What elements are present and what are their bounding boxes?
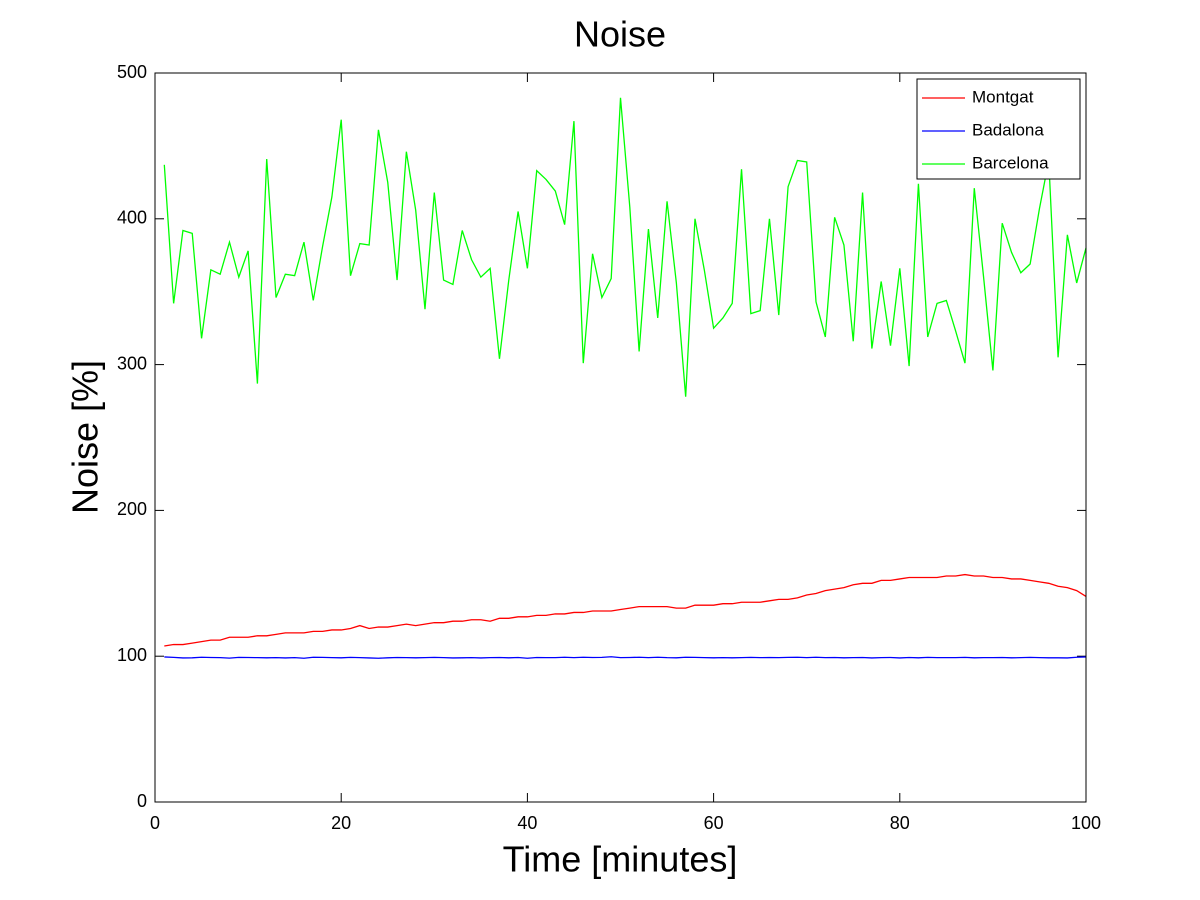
chart-title: Noise xyxy=(574,14,666,55)
y-tick-label: 0 xyxy=(137,791,147,811)
x-tick-label: 60 xyxy=(704,813,724,833)
x-tick-label: 40 xyxy=(517,813,537,833)
series-line xyxy=(164,656,1087,659)
legend-label: Barcelona xyxy=(972,153,1049,172)
x-tick-label: 100 xyxy=(1071,813,1101,833)
legend-label: Badalona xyxy=(972,120,1044,139)
x-tick-label: 20 xyxy=(331,813,351,833)
y-tick-label: 500 xyxy=(117,62,147,82)
x-axis-label: Time [minutes] xyxy=(503,839,738,880)
y-tick-label: 200 xyxy=(117,499,147,519)
x-tick-label: 0 xyxy=(150,813,160,833)
x-tick-label: 80 xyxy=(890,813,910,833)
legend-label: Montgat xyxy=(972,87,1034,106)
series-line xyxy=(163,97,1087,397)
y-tick-label: 400 xyxy=(117,208,147,228)
y-tick-label: 300 xyxy=(117,353,147,373)
plot-frame xyxy=(154,72,1087,803)
y-axis-label: Noise [%] xyxy=(65,360,106,514)
series-line xyxy=(164,573,1087,647)
legend-box xyxy=(916,78,1081,180)
y-tick-label: 100 xyxy=(117,645,147,665)
